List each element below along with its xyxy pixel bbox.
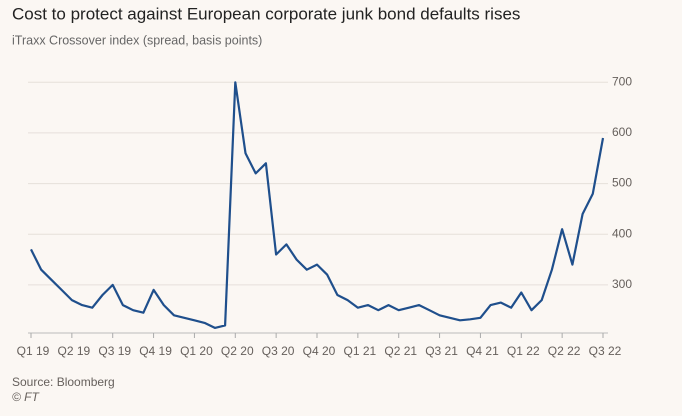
chart-subtitle: iTraxx Crossover index (spread, basis po…: [12, 33, 262, 47]
x-tick-label: Q2 21: [384, 344, 417, 358]
x-tick-label: Q3 19: [98, 344, 131, 358]
x-tick-label: Q2 20: [221, 344, 254, 358]
chart-title: Cost to protect against European corpora…: [12, 4, 520, 23]
x-tick-label: Q1 21: [344, 344, 377, 358]
y-tick-label: 400: [612, 226, 632, 240]
x-tick-label: Q4 19: [139, 344, 172, 358]
source: Source: Bloomberg: [12, 375, 115, 389]
data-line: [30, 81, 605, 329]
x-tick-label: Q1 19: [17, 344, 50, 358]
x-tick-label: Q3 22: [589, 344, 622, 358]
x-tick-label: Q4 21: [466, 344, 499, 358]
x-tick-label: Q1 20: [180, 344, 213, 358]
x-tick-label: Q3 20: [262, 344, 295, 358]
x-tick-label: Q3 21: [425, 344, 458, 358]
y-tick-label: 600: [612, 125, 632, 139]
y-tick-label: 300: [612, 277, 632, 291]
x-tick-label: Q1 22: [507, 344, 540, 358]
x-tick-label: Q4 20: [303, 344, 336, 358]
x-tick-label: Q2 19: [58, 344, 91, 358]
x-tick-label: Q2 22: [548, 344, 581, 358]
credit: © FT: [12, 390, 41, 404]
y-tick-label: 500: [612, 176, 632, 190]
y-tick-label: 700: [612, 74, 632, 88]
